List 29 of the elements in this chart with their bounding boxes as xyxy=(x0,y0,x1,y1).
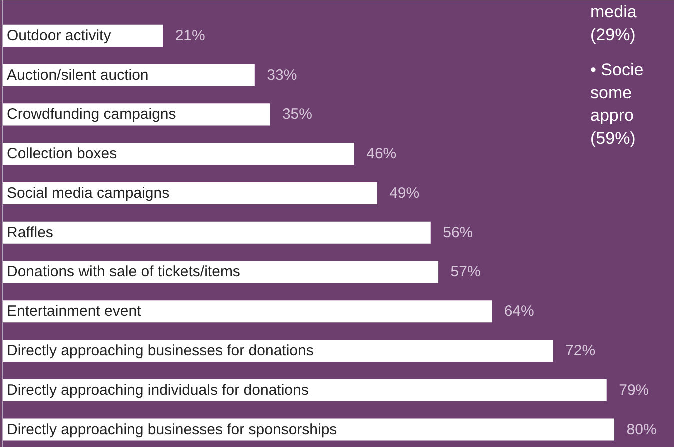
bar xyxy=(2,300,492,323)
data-label: 49% xyxy=(390,184,420,202)
data-label: 56% xyxy=(443,224,474,242)
y-tick-label: Directly approaching individuals for donations xyxy=(7,382,309,399)
y-tick-label: Donations with sale of tickets/items xyxy=(7,264,240,281)
y-tick-label: Directly approaching businesses for donations xyxy=(7,342,314,360)
annotation: media (29%) xyxy=(590,2,638,44)
y-tick-label: Entertainment event xyxy=(7,303,142,320)
y-tick-label: Crowdfunding campaigns xyxy=(7,106,176,124)
data-label: 33% xyxy=(267,66,298,84)
data-label: 35% xyxy=(282,106,312,124)
data-label: 21% xyxy=(175,27,206,44)
bar xyxy=(2,143,354,166)
data-label: 72% xyxy=(566,342,596,360)
data-label: 64% xyxy=(504,303,534,320)
data-label: 79% xyxy=(619,382,650,399)
y-tick-label: Raffles xyxy=(7,224,54,242)
bar xyxy=(2,182,378,205)
annotation: • Socie some appro (59%) xyxy=(590,60,644,148)
data-label: 57% xyxy=(450,264,481,281)
data-label: 46% xyxy=(366,146,397,163)
data-label: 80% xyxy=(626,421,657,438)
bar xyxy=(2,261,439,284)
y-tick-label: Auction/silent auction xyxy=(7,66,149,84)
y-tick-label: Outdoor activity xyxy=(7,27,112,44)
y-tick-label: Collection boxes xyxy=(7,146,118,163)
y-tick-label: Social media campaigns xyxy=(7,184,170,202)
y-tick-label: Directly approaching businesses for sponsorships xyxy=(7,421,338,438)
bar xyxy=(2,222,431,244)
